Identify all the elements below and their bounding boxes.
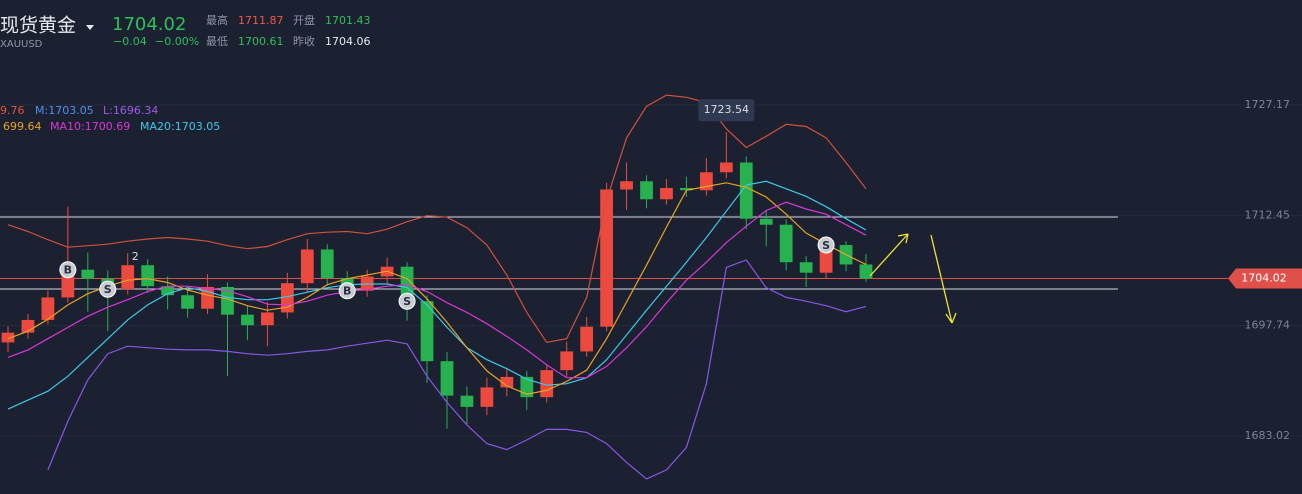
candle-body (859, 264, 873, 279)
candle-body (739, 162, 753, 219)
title: 现货黄金 (0, 15, 76, 37)
candle-body (640, 181, 653, 200)
indicator-line (7, 94, 867, 344)
note: 2 (132, 250, 139, 263)
candle-body (241, 314, 254, 326)
candle-body (680, 188, 693, 191)
candle-body (500, 376, 514, 388)
header: 现货黄金 1704.02 XAUUSD −0.04 −0.00% 最高 1711… (0, 13, 371, 50)
candle-body (600, 189, 613, 327)
signal-label: B (343, 285, 351, 298)
signal-marker (398, 292, 416, 310)
change: −0.04 (113, 35, 147, 48)
signal-label: S (104, 283, 112, 296)
signal-marker (99, 280, 117, 298)
high-label-box (698, 99, 755, 122)
indicator-line (7, 182, 867, 395)
stat-label: 最低 (206, 35, 228, 48)
candle-body (719, 162, 733, 173)
legend-text: MA10:1700.69 (50, 120, 130, 133)
signal-label: S (822, 239, 830, 252)
stat-label: 最高 (206, 13, 228, 27)
plot: 1727.17 1712.45 1697.74 1683.02 B S B S S 2 1723.5… (0, 94, 1302, 480)
candle-body (81, 269, 95, 279)
candle-body (799, 262, 813, 273)
candle-body (560, 351, 574, 371)
indicator-line (7, 201, 867, 379)
candle-body (420, 301, 434, 362)
stat-value: 1700.61 (238, 35, 284, 48)
candle-body (181, 295, 194, 309)
y-tick-label: 1697.74 (1245, 319, 1291, 332)
candle-body (620, 181, 633, 190)
candle-body (520, 376, 534, 398)
drawing-arrows (869, 233, 957, 324)
signal-marker (817, 236, 835, 254)
candle-body (161, 286, 175, 296)
price-tag-label: 1704.02 (1241, 272, 1287, 285)
y-tick-label: 1712.45 (1245, 208, 1291, 221)
price: 1704.02 (112, 14, 186, 35)
candle-body (660, 188, 673, 200)
price-tag (1228, 268, 1302, 289)
candle-body (460, 395, 474, 407)
candle-body (141, 265, 155, 287)
stat-label: 昨收 (293, 34, 315, 48)
signal-marker (59, 261, 77, 279)
y-tick-label: 1727.17 (1245, 98, 1291, 111)
stat-value: 1711.87 (238, 14, 284, 27)
stat-label: 开盘 (293, 13, 315, 27)
indicator-legend: 9.76 M:1703.05 L:1696.34 699.64 MA10:170… (0, 104, 220, 133)
stat-value: 1701.43 (325, 14, 371, 27)
candle-body (300, 249, 314, 284)
signal-marker (338, 282, 356, 300)
legend-text: 699.64 (3, 120, 42, 133)
legend-text: 9.76 (0, 104, 25, 117)
legend-text: M:1703.05 (35, 104, 94, 117)
candle-body (261, 312, 274, 326)
signal-label: B (64, 264, 72, 277)
dropdown-caret[interactable] (86, 25, 94, 30)
candle-body (480, 387, 494, 407)
candle-body (41, 297, 55, 320)
candle-body (221, 286, 234, 315)
indicator-line (47, 259, 867, 480)
candle-body (121, 265, 135, 290)
candle-body (1, 332, 15, 343)
legend-text: MA20:1703.05 (140, 120, 220, 133)
candle-body (779, 224, 793, 263)
symbol: XAUUSD (0, 39, 43, 50)
candle-body (440, 361, 454, 396)
candle-body (320, 249, 334, 278)
arrow (930, 234, 957, 324)
indicator-line (7, 180, 867, 410)
signal-label: S (403, 295, 411, 308)
y-tick-label: 1683.02 (1245, 429, 1291, 442)
candle-body (580, 326, 594, 352)
high-label: 1723.54 (704, 103, 750, 116)
candle-body (759, 218, 773, 225)
stat-value: 1704.06 (325, 35, 371, 48)
arrow (869, 233, 909, 277)
candle-body (400, 266, 414, 302)
legend-text: L:1696.34 (103, 104, 158, 117)
change-pct: −0.00% (155, 35, 199, 48)
